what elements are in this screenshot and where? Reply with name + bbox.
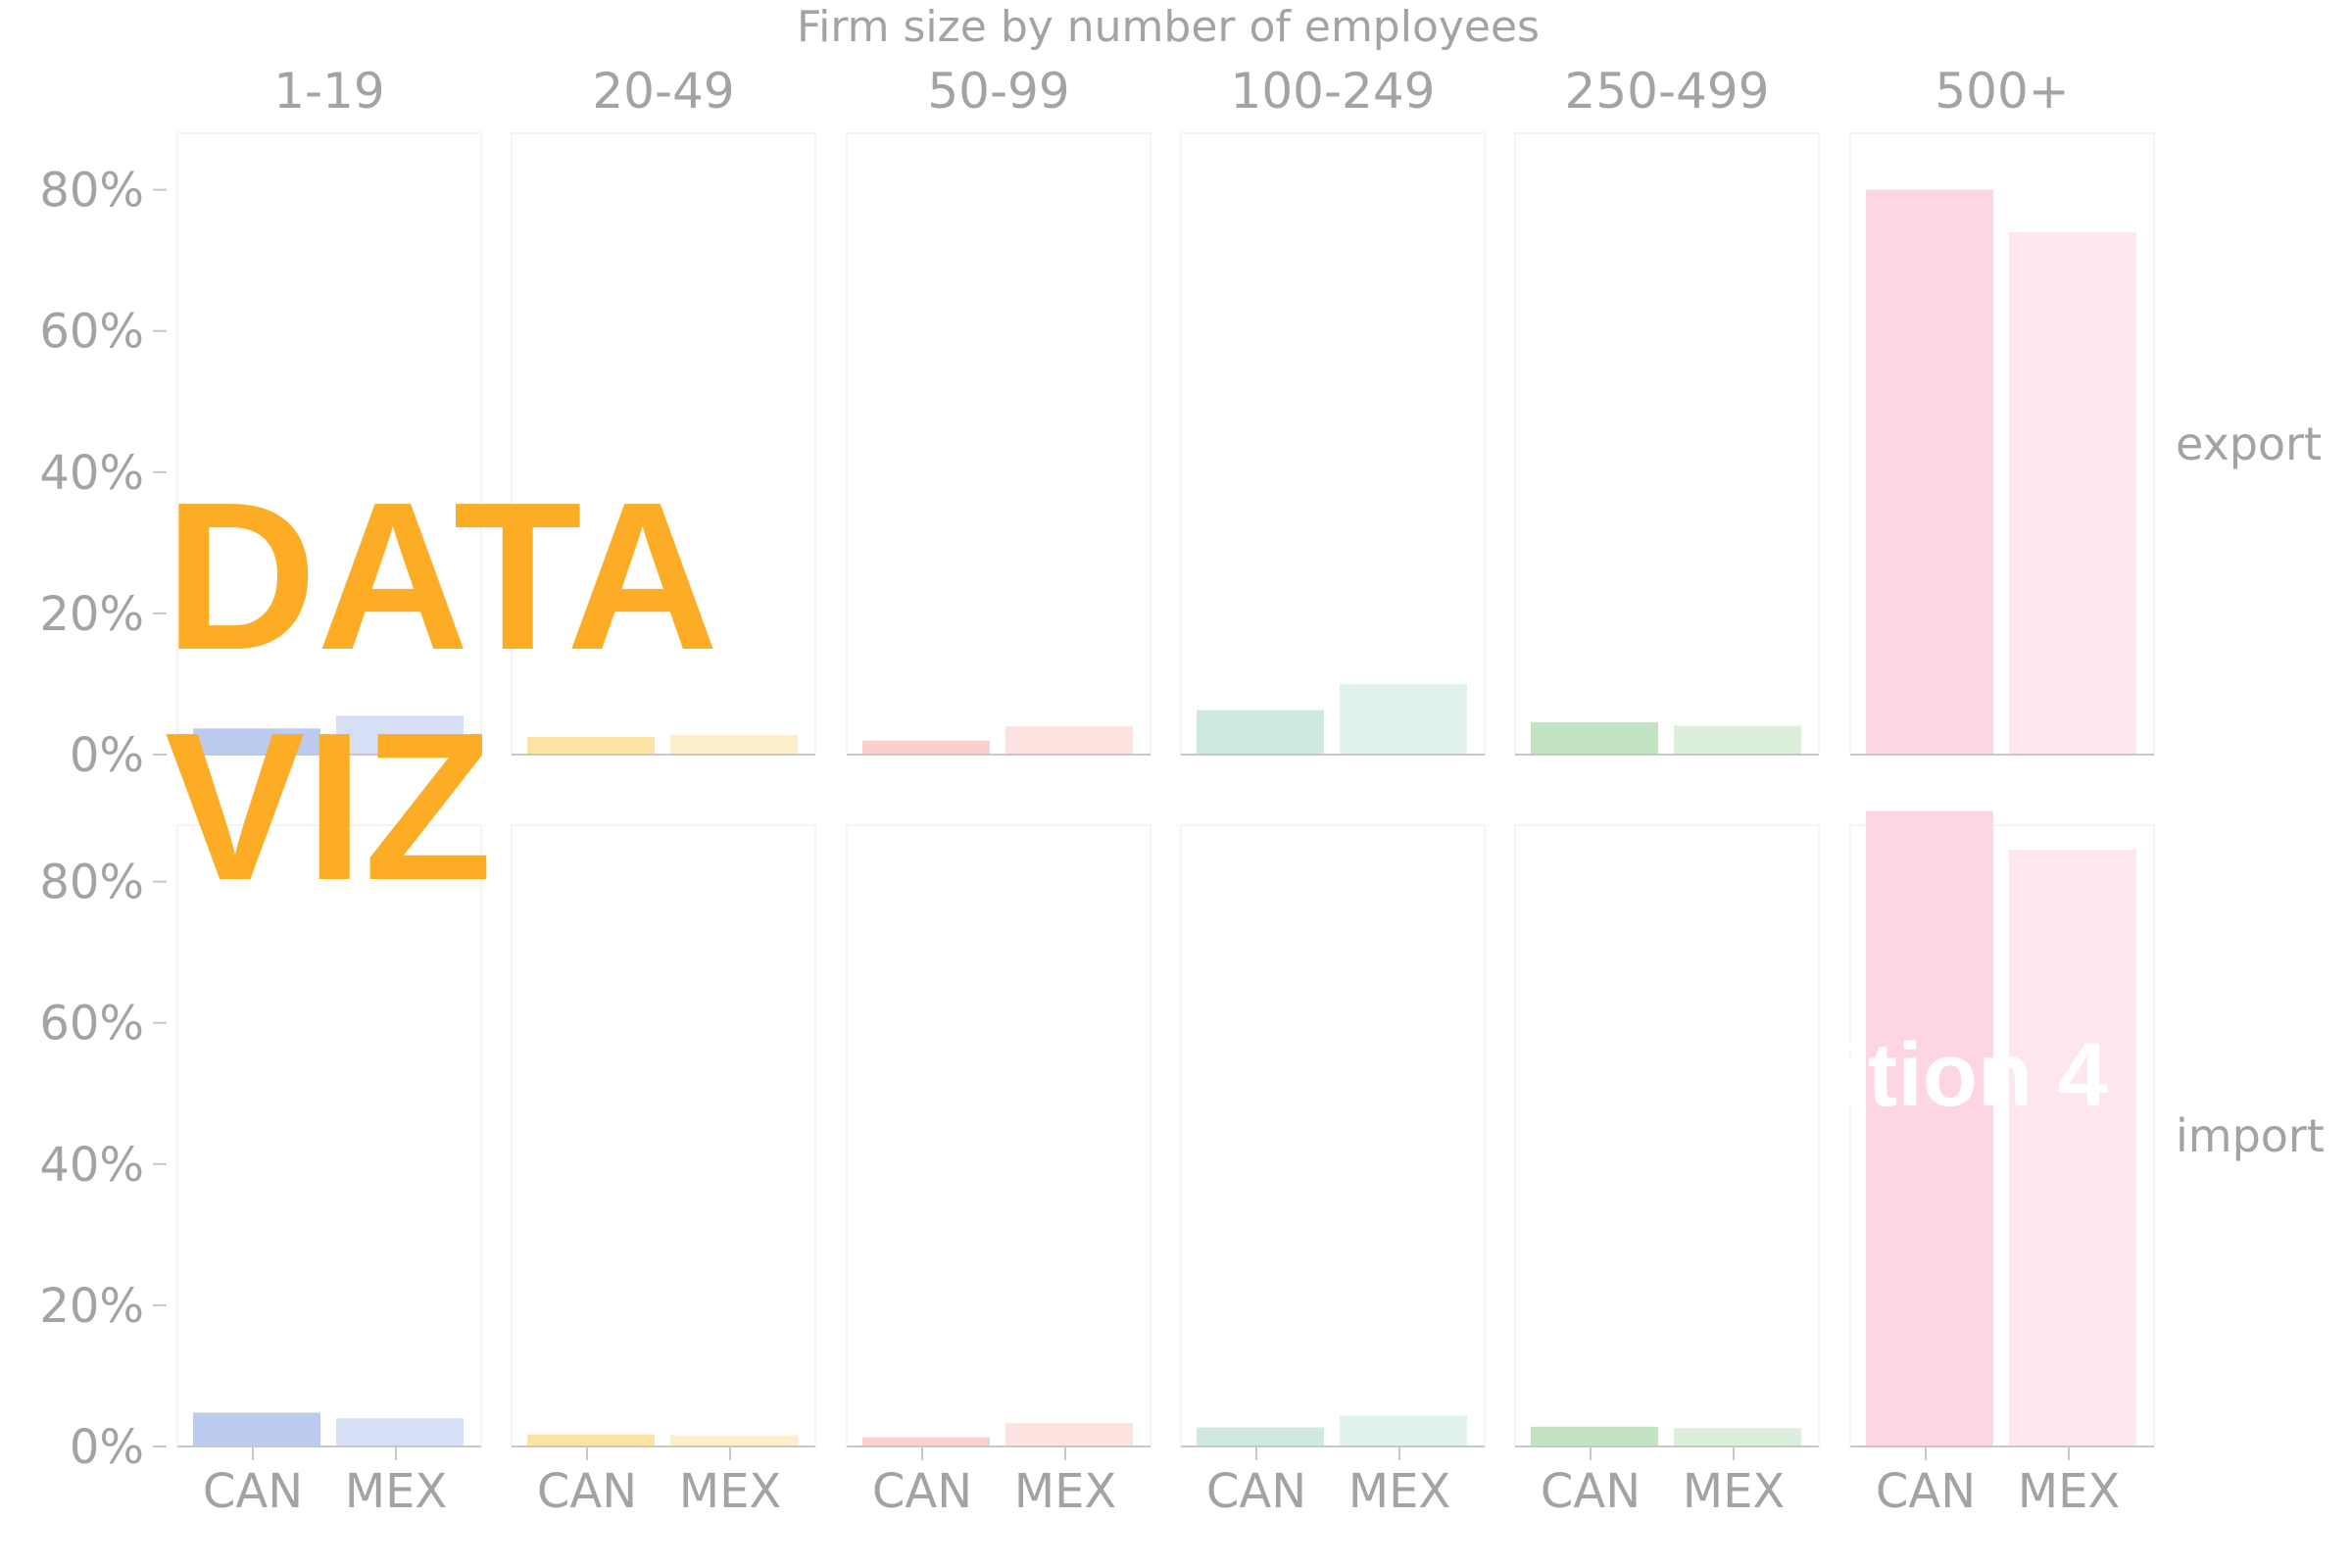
bar-export-20-49-MEX: [670, 734, 798, 755]
bar-import-250-499-CAN: [1531, 1426, 1658, 1446]
bar-import-20-49-CAN: [527, 1434, 655, 1446]
chart-title: Firm size by number of employees: [797, 2, 1540, 52]
facet-header-250-499: 250-499: [1565, 63, 1770, 120]
xtick-label-20-49-CAN: CAN: [537, 1464, 637, 1519]
xtick-label-500+-CAN: CAN: [1876, 1464, 1976, 1519]
panel-export-100-249: [1180, 132, 1486, 756]
ytick-label-export-2: 40%: [39, 446, 144, 501]
xtick-label-100-249-MEX: MEX: [1348, 1464, 1451, 1519]
xtick-label-1-19-CAN: CAN: [203, 1464, 303, 1519]
ytick-label-export-1: 20%: [39, 587, 144, 642]
bar-export-100-249-MEX: [1340, 683, 1467, 755]
xtick-label-100-249-CAN: CAN: [1206, 1464, 1306, 1519]
panel-import-50-99: [846, 824, 1152, 1447]
bar-export-500+-CAN: [1866, 189, 1993, 756]
bar-import-250-499-MEX: [1674, 1428, 1801, 1446]
facet-header-20-49: 20-49: [592, 63, 734, 120]
bar-export-20-49-CAN: [527, 736, 655, 755]
facet-header-100-249: 100-249: [1231, 63, 1436, 120]
xtick-label-250-499-CAN: CAN: [1541, 1464, 1641, 1519]
xtick-label-250-499-MEX: MEX: [1683, 1464, 1786, 1519]
panel-import-100-249: [1180, 824, 1486, 1447]
overlay-title-line2: VIZ: [165, 688, 493, 924]
ytick-label-export-0: 0%: [70, 728, 144, 783]
bar-import-100-249-CAN: [1197, 1427, 1324, 1446]
bar-export-50-99-MEX: [1005, 726, 1133, 755]
xtick-label-50-99-MEX: MEX: [1014, 1464, 1117, 1519]
bar-export-250-499-CAN: [1531, 721, 1658, 755]
bar-import-50-99-MEX: [1005, 1423, 1133, 1446]
ytick-label-import-1: 20%: [39, 1279, 144, 1334]
bar-export-250-499-MEX: [1674, 725, 1801, 755]
ytick-label-import-4: 80%: [39, 856, 144, 910]
ytick-label-import-0: 0%: [70, 1420, 144, 1475]
ytick-label-import-3: 60%: [39, 997, 144, 1052]
panel-export-50-99: [846, 132, 1152, 756]
bar-import-50-99-CAN: [862, 1437, 990, 1446]
bar-import-500+-CAN: [1866, 810, 1993, 1446]
xtick-label-20-49-MEX: MEX: [679, 1464, 782, 1519]
ytick-label-import-2: 40%: [39, 1138, 144, 1193]
facet-header-1-19: 1-19: [273, 63, 384, 120]
overlay-fragment-text: ition 4: [1842, 1025, 2108, 1125]
overlay-title-line1: DATA: [165, 458, 719, 694]
bar-import-100-249-MEX: [1340, 1415, 1467, 1446]
ytick-label-export-4: 80%: [39, 164, 144, 219]
xtick-label-1-19-MEX: MEX: [345, 1464, 448, 1519]
xtick-label-50-99-CAN: CAN: [872, 1464, 972, 1519]
panel-export-250-499: [1514, 132, 1820, 756]
bar-export-1-19-MEX: [336, 715, 464, 755]
bar-export-100-249-CAN: [1197, 710, 1324, 755]
facet-header-500+: 500+: [1935, 63, 2069, 120]
bar-import-1-19-MEX: [336, 1418, 464, 1446]
xtick-label-500+-MEX: MEX: [2018, 1464, 2121, 1519]
ytick-label-export-3: 60%: [39, 305, 144, 360]
panel-import-250-499: [1514, 824, 1820, 1447]
bar-import-20-49-MEX: [670, 1435, 798, 1446]
bar-export-50-99-CAN: [862, 740, 990, 755]
bar-export-500+-MEX: [2009, 231, 2136, 755]
panel-import-20-49: [511, 824, 816, 1447]
facet-header-50-99: 50-99: [927, 63, 1069, 120]
bar-import-500+-MEX: [2009, 850, 2136, 1446]
bar-export-1-19-CAN: [193, 728, 320, 755]
bar-import-1-19-CAN: [193, 1412, 320, 1446]
row-label-export: export: [2176, 417, 2322, 470]
row-label-import: import: [2176, 1109, 2325, 1162]
